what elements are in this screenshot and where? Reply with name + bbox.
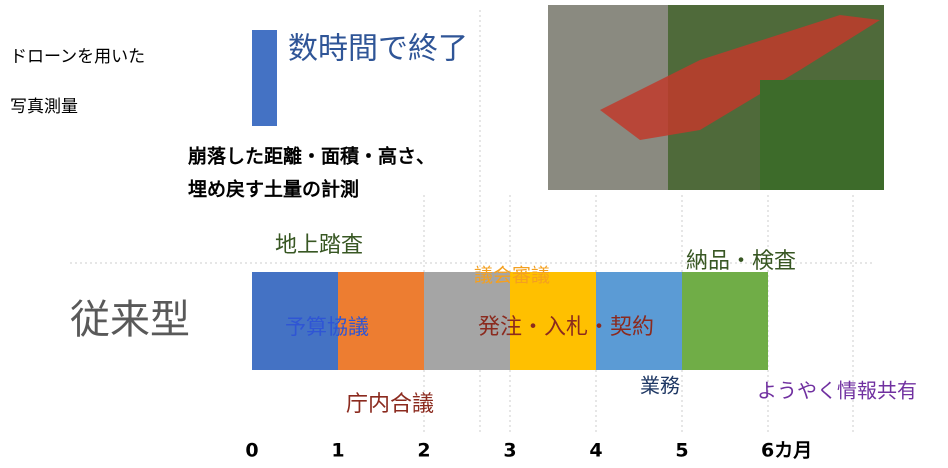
photo: [548, 5, 884, 190]
grid: [70, 10, 875, 435]
axis-label: 3: [503, 440, 516, 462]
step: ようやく情報共有: [757, 379, 917, 403]
axis-label: 2: [417, 440, 430, 462]
conventional-label: 従来型: [70, 297, 190, 343]
axis-label: 1: [331, 440, 344, 462]
step: 議会審議: [474, 265, 550, 287]
step: 地上踏査: [275, 233, 363, 258]
axis-label: 4: [589, 440, 602, 462]
drone-label: 写真測量: [10, 97, 78, 117]
drone-label: ドローンを用いた: [10, 47, 145, 67]
drone-bar: [252, 30, 277, 126]
drone-result: 数時間で終了: [288, 32, 468, 67]
step: 庁内合議: [346, 392, 434, 417]
axis-label: 0: [245, 440, 258, 462]
axis-label: 5: [675, 440, 688, 462]
timeline-bars: [252, 272, 768, 370]
step: 業務: [640, 374, 680, 398]
axis-label: 6カ月: [761, 440, 812, 462]
drone-task: 埋め戻す土量の計測: [188, 178, 359, 201]
axis: 0 1 2 3 4 5 6カ月: [245, 440, 812, 462]
drone-task: 崩落した距離・面積・高さ、: [188, 145, 435, 168]
step: 発注・入札・契約: [478, 315, 654, 340]
step: 予算協議: [285, 315, 369, 339]
step: 納品・検査: [686, 249, 796, 274]
